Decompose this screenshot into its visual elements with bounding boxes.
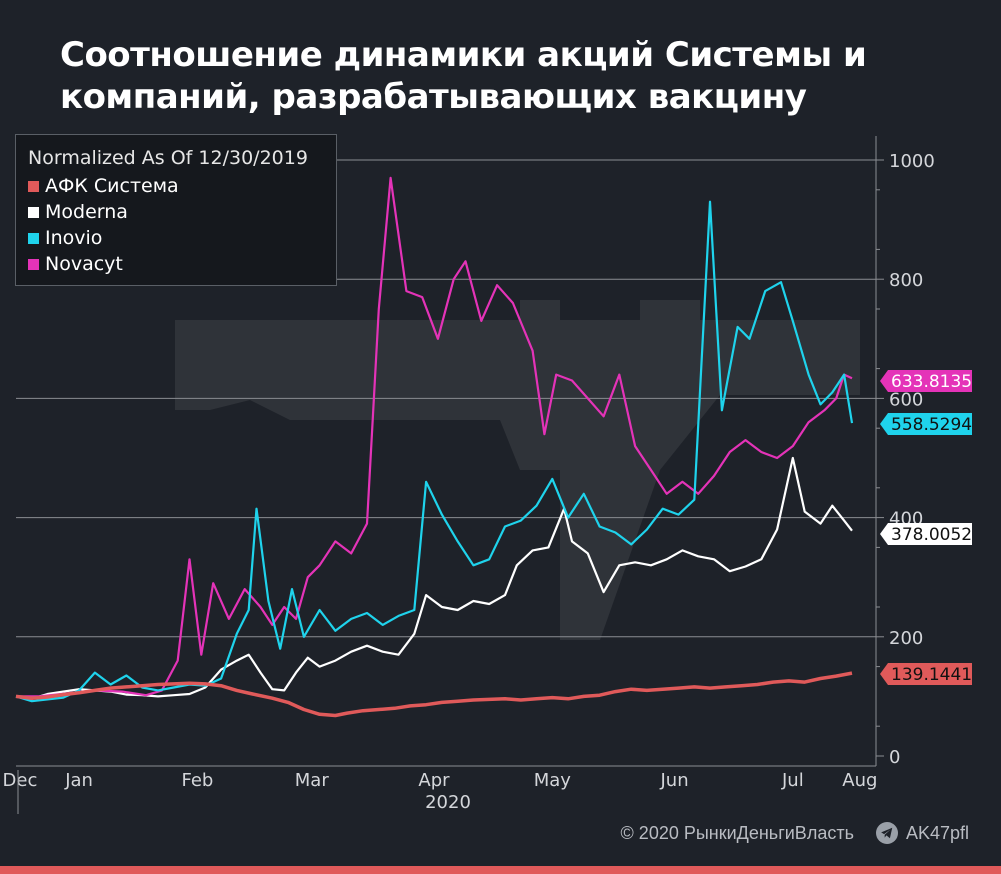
legend-label-3: Novacyt	[45, 253, 123, 275]
legend-label-2: Inovio	[45, 227, 103, 249]
legend: Normalized As Of 12/30/2019 АФК Система M…	[15, 134, 337, 286]
value-label-bg-1	[880, 523, 972, 545]
legend-item-3: Novacyt	[28, 251, 336, 277]
x-tick-label-jan: Jan	[64, 770, 93, 791]
value-label-bg-3	[880, 370, 972, 392]
telegram-icon	[875, 822, 898, 844]
x-tick-label-jun: Jun	[659, 770, 688, 791]
value-label-bg-2	[880, 413, 972, 435]
legend-label-1: Moderna	[45, 201, 128, 223]
chart-title-line-2: компаний, разрабатывающих вакцину	[60, 77, 807, 117]
series-lines	[15, 176, 854, 718]
legend-item-1: Moderna	[28, 199, 336, 225]
x-tick-label-aug: Aug	[842, 770, 877, 791]
y-tick-label-600: 600	[889, 389, 923, 410]
legend-title: Normalized As Of 12/30/2019	[28, 147, 308, 169]
chart-title-line-1: Соотношение динамики акций Системы и	[60, 35, 867, 75]
legend-label-0: АФК Система	[45, 175, 179, 197]
series-line-3	[16, 176, 853, 698]
legend-item-2: Inovio	[28, 225, 336, 251]
last-value-labels: 139.1441 378.0052 558.5294 633.8135	[880, 370, 972, 685]
legend-items: АФК Система Moderna Inovio Novacyt	[28, 173, 336, 277]
copyright-text: © 2020 РынкиДеньгиВласть	[620, 822, 854, 843]
series-line-0	[15, 671, 853, 718]
y-tick-label-0: 0	[889, 747, 900, 768]
chart-title: Соотношение динамики акций Системы и ком…	[60, 34, 920, 118]
y-tick-label-1000: 1000	[889, 151, 935, 172]
legend-swatch-0	[28, 180, 39, 192]
rifle-watermark-icon	[175, 300, 860, 640]
x-tick-label-jul: Jul	[781, 770, 804, 791]
series-line-2	[15, 200, 854, 703]
legend-swatch-3	[28, 258, 39, 270]
x-tick-label-dec: Dec	[3, 770, 38, 791]
x-tick-label-feb: Feb	[181, 770, 213, 791]
legend-swatch-1	[28, 206, 39, 218]
y-tick-label-800: 800	[889, 270, 923, 291]
value-label-2: 558.5294	[891, 415, 972, 435]
legend-item-0: АФК Система	[28, 173, 336, 199]
telegram-handle[interactable]: AK47pfl	[905, 822, 969, 843]
x-tick-label-may: May	[534, 770, 572, 791]
x-year-label: 2020	[425, 792, 471, 813]
y-tick-label-200: 200	[889, 628, 923, 649]
value-label-bg-0	[880, 663, 972, 685]
legend-swatch-2	[28, 232, 39, 244]
value-label-3: 633.8135	[891, 372, 972, 392]
x-tick-label-mar: Mar	[295, 770, 330, 791]
footer: © 2020 РынкиДеньгиВласть AK47pfl	[621, 822, 969, 844]
x-tick-label-apr: Apr	[418, 770, 450, 791]
x-axis: Dec Jan Feb Mar Apr May Jun Jul Aug 2020	[3, 765, 877, 814]
bottom-accent-bar	[0, 866, 1001, 874]
series-line-1	[15, 456, 853, 700]
value-label-1: 378.0052	[891, 525, 972, 545]
value-label-0: 139.1441	[891, 665, 972, 685]
